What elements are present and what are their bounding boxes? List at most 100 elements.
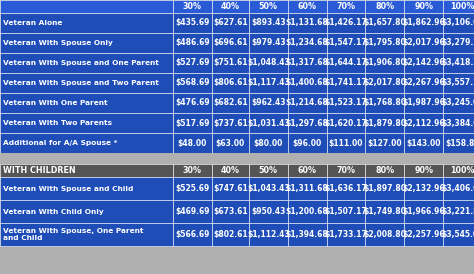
Bar (443, 164, 474, 177)
Bar (288, 164, 327, 177)
Bar (249, 200, 288, 223)
Bar (0, 113, 173, 133)
Text: Veteran With Spouse and Two Parent: Veteran With Spouse and Two Parent (3, 80, 159, 86)
Bar (288, 177, 327, 200)
Text: $3,545.02: $3,545.02 (441, 230, 474, 239)
Text: $1,749.80: $1,749.80 (364, 207, 406, 216)
Text: 60%: 60% (298, 2, 317, 11)
Bar (327, 113, 365, 133)
Bar (212, 113, 249, 133)
Bar (0, 177, 173, 200)
Text: $1,741.17: $1,741.17 (325, 78, 367, 87)
Text: 60%: 60% (298, 166, 317, 175)
Text: Veteran With Spouse Only: Veteran With Spouse Only (3, 40, 113, 46)
Bar (212, 53, 249, 73)
Text: Veteran With Spouse, One Parent
and Child: Veteran With Spouse, One Parent and Chil… (3, 228, 143, 241)
Text: $435.69: $435.69 (175, 19, 210, 27)
Bar (173, 53, 212, 73)
Text: $63.00: $63.00 (216, 138, 245, 147)
Bar (404, 223, 443, 246)
Bar (443, 0, 474, 13)
Text: $673.61: $673.61 (213, 207, 248, 216)
Bar (404, 177, 443, 200)
Text: $1,547.17: $1,547.17 (325, 39, 367, 47)
Text: 30%: 30% (183, 2, 202, 11)
Bar (327, 177, 365, 200)
Text: $3,106.04: $3,106.04 (441, 19, 474, 27)
Bar (173, 73, 212, 93)
Text: $1,317.68: $1,317.68 (286, 59, 328, 67)
Text: $1,644.17: $1,644.17 (325, 59, 367, 67)
Text: $1,507.17: $1,507.17 (325, 207, 367, 216)
Text: $806.61: $806.61 (213, 78, 248, 87)
Bar (212, 164, 249, 177)
Text: $1,112.43: $1,112.43 (247, 230, 290, 239)
Text: $1,657.80: $1,657.80 (364, 19, 406, 27)
Bar (327, 0, 365, 13)
Bar (404, 133, 443, 153)
Text: $696.61: $696.61 (213, 39, 247, 47)
Bar (443, 223, 474, 246)
Text: $2,017.96: $2,017.96 (402, 39, 445, 47)
Text: 30%: 30% (183, 166, 202, 175)
Bar (443, 200, 474, 223)
Bar (327, 164, 365, 177)
Bar (0, 200, 173, 223)
Text: Veteran Alone: Veteran Alone (3, 20, 62, 26)
Bar (365, 113, 404, 133)
Bar (365, 53, 404, 73)
Text: $1,862.96: $1,862.96 (402, 19, 445, 27)
Text: $1,048.43: $1,048.43 (247, 59, 290, 67)
Text: $1,426.17: $1,426.17 (325, 19, 367, 27)
Text: $1,400.68: $1,400.68 (286, 78, 328, 87)
Text: Veteran With Spouse and Child: Veteran With Spouse and Child (3, 185, 133, 192)
Text: $1,394.68: $1,394.68 (286, 230, 328, 239)
Bar (212, 133, 249, 153)
Bar (0, 223, 173, 246)
Text: 40%: 40% (221, 2, 240, 11)
Text: $893.43: $893.43 (251, 19, 286, 27)
Bar (404, 0, 443, 13)
Bar (327, 200, 365, 223)
Bar (249, 113, 288, 133)
Bar (173, 33, 212, 53)
Bar (249, 164, 288, 177)
Text: $127.00: $127.00 (367, 138, 402, 147)
Text: 50%: 50% (259, 166, 278, 175)
Bar (249, 0, 288, 13)
Bar (288, 53, 327, 73)
Bar (404, 33, 443, 53)
Bar (443, 53, 474, 73)
Text: $2,142.96: $2,142.96 (402, 59, 445, 67)
Text: 80%: 80% (375, 166, 394, 175)
Bar (443, 177, 474, 200)
Text: $2,008.80: $2,008.80 (364, 230, 406, 239)
Bar (443, 93, 474, 113)
Text: $1,987.96: $1,987.96 (402, 98, 445, 107)
Bar (365, 223, 404, 246)
Bar (288, 200, 327, 223)
Bar (327, 13, 365, 33)
Bar (288, 93, 327, 113)
Bar (288, 0, 327, 13)
Bar (404, 164, 443, 177)
Bar (404, 113, 443, 133)
Bar (288, 113, 327, 133)
Bar (327, 33, 365, 53)
Text: $627.61: $627.61 (213, 19, 248, 27)
Bar (288, 223, 327, 246)
Text: 50%: 50% (259, 2, 278, 11)
Text: Veteran With Spouse and One Parent: Veteran With Spouse and One Parent (3, 60, 159, 66)
Text: $1,523.17: $1,523.17 (325, 98, 367, 107)
Bar (0, 0, 173, 13)
Bar (249, 53, 288, 73)
Text: Veteran With One Parent: Veteran With One Parent (3, 100, 108, 106)
Bar (288, 13, 327, 33)
Bar (0, 13, 173, 33)
Text: $1,131.68: $1,131.68 (286, 19, 328, 27)
Bar (173, 93, 212, 113)
Text: $527.69: $527.69 (175, 59, 210, 67)
Text: $682.61: $682.61 (213, 98, 248, 107)
Text: $48.00: $48.00 (178, 138, 207, 147)
Bar (173, 0, 212, 13)
